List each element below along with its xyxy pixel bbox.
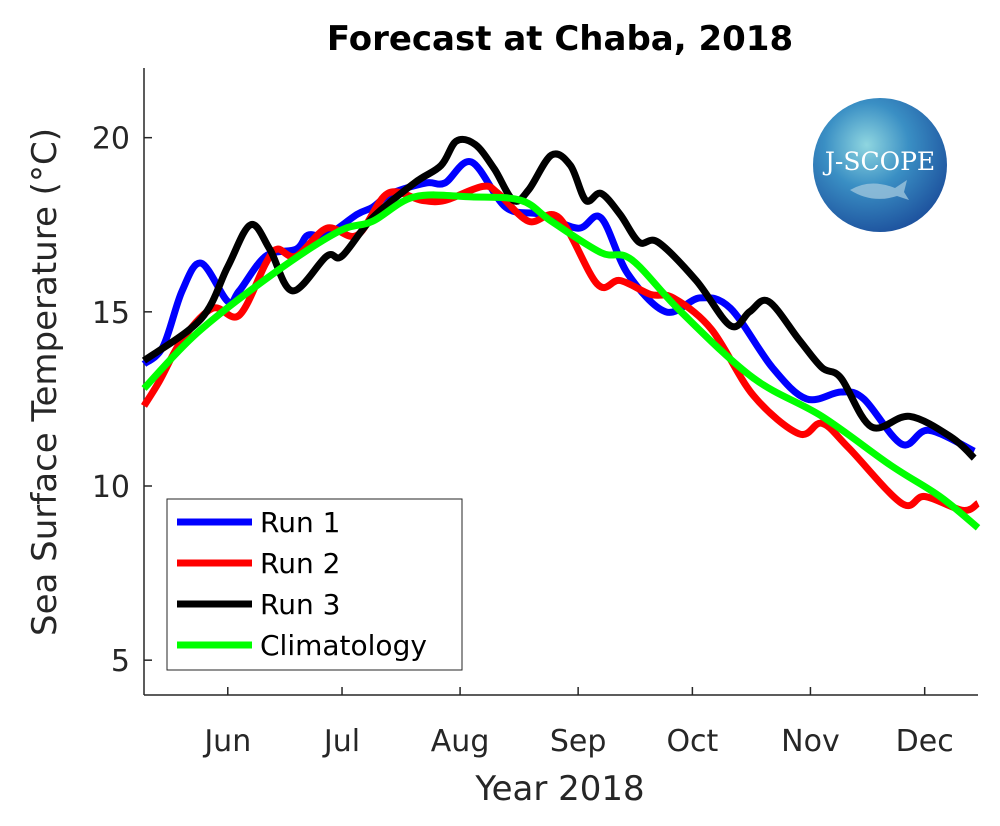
legend-label-climatology: Climatology — [260, 629, 427, 662]
series-line-run-3 — [141, 136, 977, 461]
logo-text: J-SCOPE — [822, 147, 935, 176]
x-tick-label: Nov — [781, 724, 840, 759]
x-axis-label: Year 2018 — [474, 769, 644, 809]
legend-label-run-3: Run 3 — [260, 588, 340, 621]
x-tick-label: Aug — [431, 724, 490, 759]
series-line-run-1 — [141, 158, 976, 455]
legend-label-run-2: Run 2 — [260, 547, 340, 580]
series-line-climatology — [141, 191, 981, 531]
x-tick-label: Oct — [666, 724, 718, 759]
logo: J-SCOPE — [813, 98, 947, 232]
x-tick-label: Jul — [322, 724, 360, 759]
y-tick-label: 20 — [92, 122, 130, 157]
x-tick-label: Jun — [202, 724, 251, 759]
y-tick-label: 5 — [111, 644, 130, 679]
y-axis-label: Sea Surface Temperature (°C) — [25, 128, 65, 636]
series-line-run-2 — [141, 182, 980, 514]
x-tick-label: Sep — [550, 724, 607, 759]
chart-title: Forecast at Chaba, 2018 — [327, 19, 793, 59]
y-tick-label: 15 — [92, 296, 130, 331]
x-tick-label: Dec — [896, 724, 954, 759]
legend-label-run-1: Run 1 — [260, 506, 340, 539]
plot-area: 5 10 15 20 Jun Jul Aug Sep Oct Nov Dec — [92, 68, 981, 759]
y-tick-label: 10 — [92, 470, 130, 505]
legend: Run 1 Run 2 Run 3 Climatology — [166, 498, 463, 671]
